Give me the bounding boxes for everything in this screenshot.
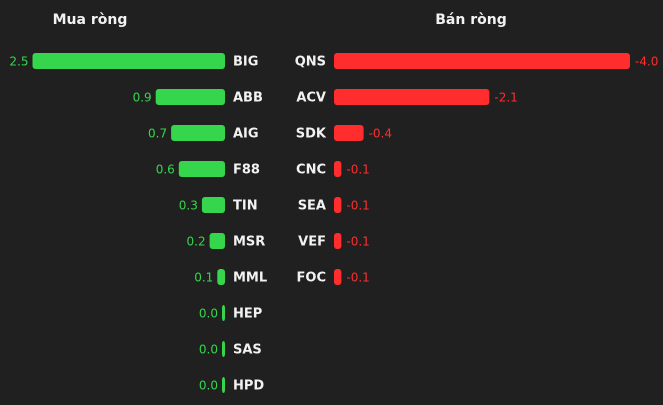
value-label: -2.1 [494,91,517,105]
bar [222,377,225,393]
y-tick-label: ACV [296,91,326,106]
bar [32,53,225,69]
bar [209,233,225,249]
y-tick-label: SDK [296,127,327,142]
value-label: -0.1 [346,235,369,249]
value-label: 0.2 [187,235,206,249]
y-tick-label: BIG [233,55,258,70]
value-label: 0.0 [199,343,218,357]
y-tick-label: FOC [297,271,326,286]
bar [178,161,225,177]
y-tick-label: AIG [233,127,259,142]
bar [222,305,225,321]
value-label: 0.1 [194,271,213,285]
y-tick-label: ABB [233,91,263,106]
value-label: -0.1 [346,163,369,177]
value-label: -0.1 [346,271,369,285]
y-tick-label: SEA [298,199,326,214]
bar [334,161,342,177]
y-tick-label: QNS [295,55,326,70]
y-tick-label: SAS [233,343,262,358]
bar [334,53,630,69]
bar [334,197,342,213]
value-label: -4.0 [635,55,658,69]
y-tick-label: MML [233,271,267,286]
bar [201,197,225,213]
y-tick-label: F88 [233,163,260,178]
bar [222,341,225,357]
value-label: 0.7 [148,127,167,141]
bar [334,269,342,285]
chart-title: Mua ròng [53,12,128,28]
bar [217,269,225,285]
bar [155,89,225,105]
value-label: 2.5 [9,55,28,69]
bar [171,125,225,141]
value-label: -0.1 [346,199,369,213]
value-label: 0.0 [199,379,218,393]
bar [334,125,364,141]
value-label: 0.0 [199,307,218,321]
chart-title: Bán ròng [435,12,506,28]
y-tick-label: CNC [296,163,326,178]
bar [334,233,342,249]
value-label: -0.4 [369,127,392,141]
value-label: 0.6 [156,163,175,177]
value-label: 0.9 [133,91,152,105]
y-tick-label: MSR [233,235,265,250]
y-tick-label: HEP [233,307,262,322]
y-tick-label: VEF [298,235,326,250]
y-tick-label: TIN [233,199,258,214]
value-label: 0.3 [179,199,198,213]
y-tick-label: HPD [233,379,264,394]
bar [334,89,490,105]
